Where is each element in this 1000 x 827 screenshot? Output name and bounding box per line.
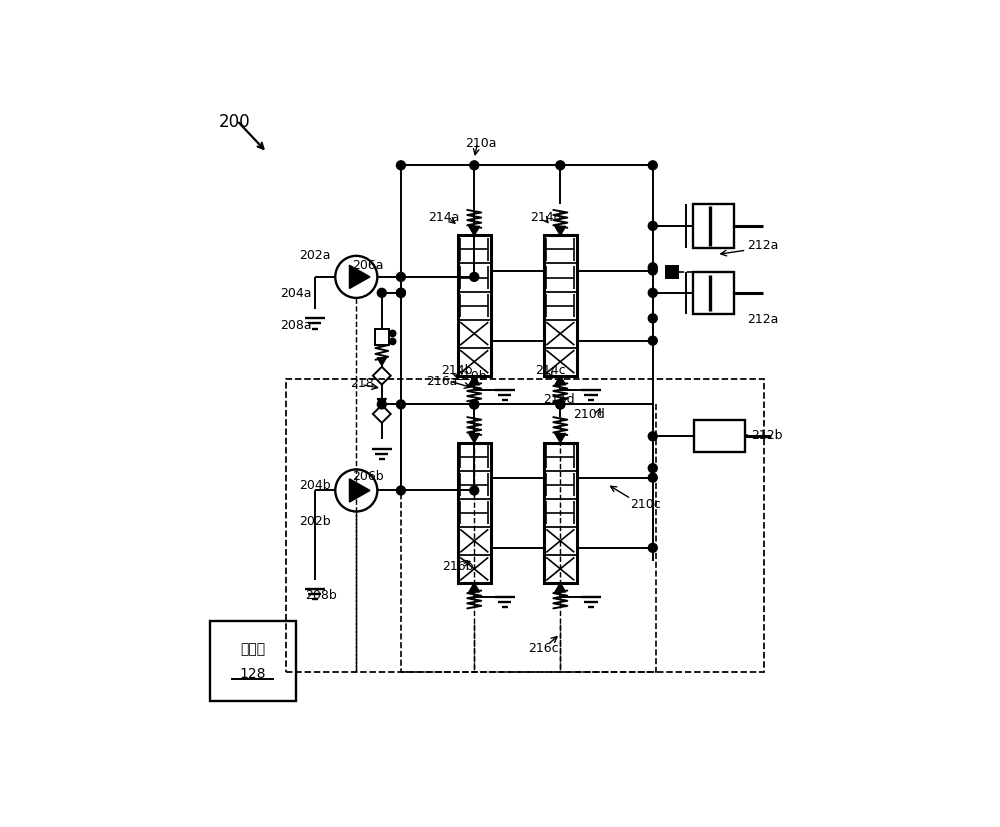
Circle shape (556, 161, 565, 170)
Circle shape (648, 267, 657, 275)
Circle shape (556, 400, 565, 409)
Bar (694, 421, 745, 452)
Circle shape (470, 400, 479, 409)
Text: 214d: 214d (530, 211, 562, 223)
Circle shape (389, 339, 396, 345)
Text: 216a: 216a (426, 374, 458, 387)
Polygon shape (555, 434, 566, 443)
Circle shape (648, 314, 657, 323)
Circle shape (396, 289, 405, 298)
Circle shape (648, 264, 657, 272)
Polygon shape (349, 266, 370, 289)
Polygon shape (377, 358, 386, 366)
Circle shape (377, 400, 386, 409)
Bar (544, 443, 577, 583)
Bar (210, 621, 296, 701)
Circle shape (648, 474, 657, 483)
Text: 212a: 212a (747, 239, 778, 252)
Circle shape (648, 464, 657, 473)
Text: 128: 128 (239, 667, 266, 680)
Circle shape (470, 486, 479, 495)
Circle shape (396, 289, 405, 298)
Circle shape (396, 486, 405, 495)
Circle shape (556, 400, 565, 409)
Polygon shape (469, 434, 480, 443)
Text: 214b: 214b (441, 363, 473, 376)
Polygon shape (349, 480, 370, 503)
Polygon shape (377, 399, 386, 407)
Text: 204b: 204b (299, 478, 331, 491)
Bar (666, 267, 678, 278)
Circle shape (470, 273, 479, 282)
Circle shape (470, 161, 479, 170)
Text: 控制器: 控制器 (240, 642, 265, 656)
Text: 212a: 212a (747, 313, 778, 326)
Circle shape (648, 433, 657, 441)
Bar (286, 380, 764, 672)
Polygon shape (469, 376, 480, 385)
Text: 208b: 208b (305, 588, 337, 601)
Text: 206b: 206b (352, 470, 383, 483)
Text: 214a: 214a (428, 211, 460, 223)
Text: 216b: 216b (442, 559, 474, 571)
Text: 200: 200 (219, 112, 251, 131)
Polygon shape (469, 583, 480, 592)
Text: 218: 218 (350, 376, 374, 390)
Bar (458, 237, 491, 376)
Polygon shape (555, 227, 566, 237)
Text: 214c: 214c (535, 363, 565, 376)
Polygon shape (555, 376, 566, 385)
Text: 210b: 210b (455, 370, 487, 383)
Text: 212b: 212b (751, 429, 782, 442)
Circle shape (648, 161, 657, 170)
Circle shape (648, 543, 657, 552)
Circle shape (648, 222, 657, 231)
Bar (544, 237, 577, 376)
Text: 206a: 206a (352, 258, 383, 271)
Bar (401, 405, 656, 672)
Text: 202a: 202a (299, 249, 330, 262)
Circle shape (648, 337, 657, 346)
Polygon shape (469, 227, 480, 237)
Circle shape (648, 289, 657, 298)
Text: 208a: 208a (280, 318, 311, 332)
Polygon shape (555, 583, 566, 592)
Text: 210c: 210c (630, 497, 661, 510)
Text: 204a: 204a (280, 287, 311, 300)
Circle shape (389, 331, 396, 337)
Bar (458, 443, 491, 583)
Text: 202b: 202b (299, 514, 331, 528)
Bar (693, 204, 734, 249)
Circle shape (377, 289, 386, 298)
Bar (375, 330, 389, 346)
Text: 216c: 216c (528, 642, 559, 655)
Circle shape (470, 400, 479, 409)
Text: 210a: 210a (465, 137, 496, 151)
Text: 216d: 216d (543, 392, 575, 405)
Text: 210d: 210d (573, 408, 605, 421)
Circle shape (396, 273, 405, 282)
Circle shape (396, 161, 405, 170)
Bar (693, 273, 734, 314)
Circle shape (396, 400, 405, 409)
